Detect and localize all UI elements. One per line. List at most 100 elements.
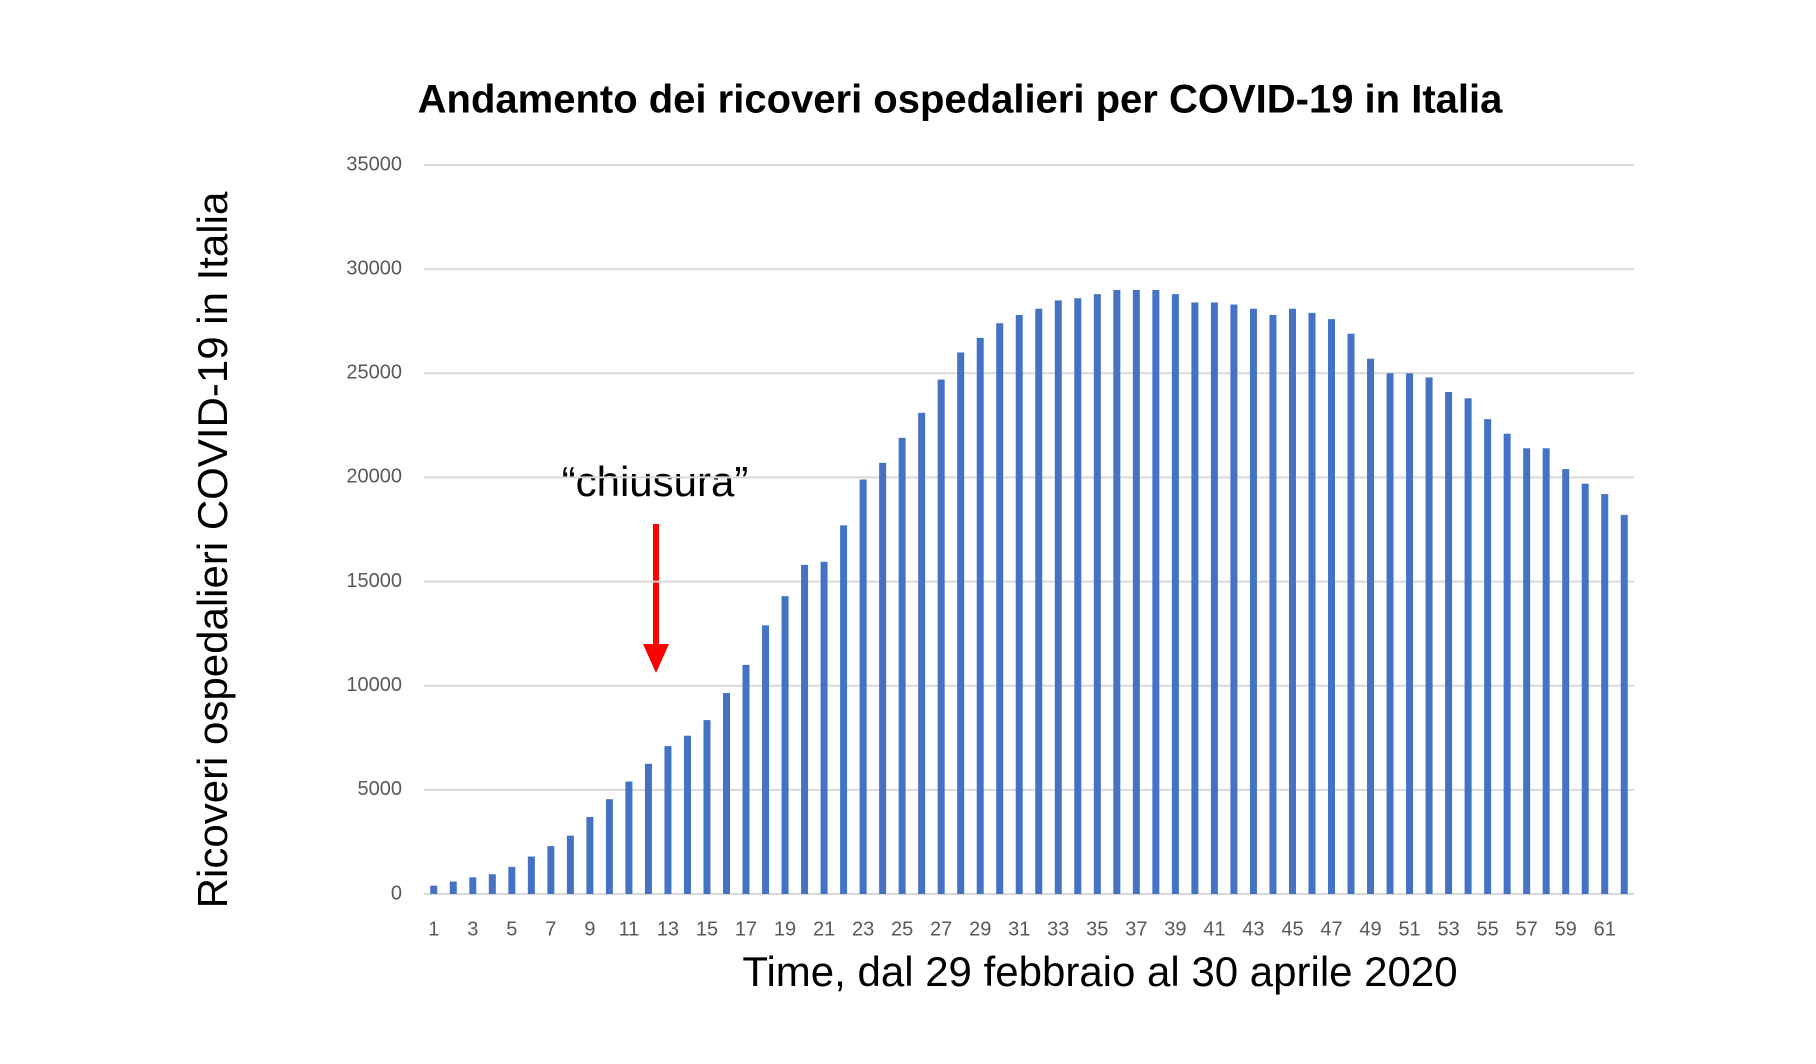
x-tick-label: 31 bbox=[1008, 918, 1030, 940]
x-tick-label: 27 bbox=[930, 918, 952, 940]
bar bbox=[1191, 302, 1199, 894]
bar bbox=[1367, 358, 1375, 895]
bar bbox=[1249, 308, 1257, 894]
bar bbox=[1347, 333, 1355, 894]
bar bbox=[937, 379, 945, 894]
bar bbox=[957, 352, 965, 894]
bar bbox=[508, 866, 516, 894]
bar bbox=[1074, 298, 1082, 894]
x-tick-label: 57 bbox=[1516, 918, 1538, 940]
x-tick-label: 55 bbox=[1477, 918, 1499, 940]
x-tick-label: 51 bbox=[1398, 918, 1420, 940]
bar bbox=[430, 885, 438, 894]
bar bbox=[1484, 419, 1492, 894]
bar bbox=[1562, 469, 1570, 894]
x-tick-label: 47 bbox=[1320, 918, 1342, 940]
x-axis-title: Time, dal 29 febbraio al 30 aprile 2020 bbox=[742, 948, 1457, 995]
bar bbox=[996, 323, 1004, 895]
bar bbox=[449, 881, 457, 894]
x-tick-label: 1 bbox=[428, 918, 439, 940]
x-tick-label: 17 bbox=[735, 918, 757, 940]
bar bbox=[1581, 483, 1589, 894]
bar bbox=[664, 746, 672, 894]
bar bbox=[1288, 308, 1296, 894]
bar bbox=[1093, 294, 1101, 894]
x-tick-label: 9 bbox=[584, 918, 595, 940]
y-tick-label: 15000 bbox=[346, 570, 402, 592]
bar bbox=[605, 799, 613, 894]
x-tick-label: 29 bbox=[969, 918, 991, 940]
bar bbox=[1308, 312, 1316, 895]
bar bbox=[859, 479, 867, 894]
x-tick-label: 39 bbox=[1164, 918, 1186, 940]
bar bbox=[1230, 304, 1238, 895]
bar bbox=[469, 877, 477, 894]
bar bbox=[1269, 314, 1277, 895]
bar bbox=[1210, 302, 1218, 894]
bar bbox=[1523, 448, 1531, 894]
bar bbox=[840, 525, 848, 894]
bar bbox=[820, 561, 828, 894]
x-tick-label: 11 bbox=[619, 918, 640, 940]
x-tick-label: 3 bbox=[467, 918, 478, 940]
y-tick-label: 10000 bbox=[346, 674, 402, 696]
x-tick-label: 23 bbox=[852, 918, 874, 940]
x-tick-label: 21 bbox=[813, 918, 835, 940]
bar bbox=[1406, 373, 1414, 894]
bar bbox=[879, 462, 887, 894]
bar bbox=[1445, 392, 1453, 894]
y-tick-label: 35000 bbox=[346, 153, 402, 175]
x-tick-label: 25 bbox=[891, 918, 913, 940]
bar bbox=[1171, 294, 1179, 894]
x-tick-label: 41 bbox=[1203, 918, 1225, 940]
chart-title: Andamento dei ricoveri ospedalieri per C… bbox=[418, 78, 1504, 122]
y-tick-label: 0 bbox=[391, 882, 402, 904]
bar bbox=[1328, 319, 1335, 894]
bar bbox=[1503, 433, 1511, 894]
x-tick-label: 61 bbox=[1594, 918, 1616, 940]
x-tick-label: 7 bbox=[545, 918, 556, 940]
bar bbox=[1425, 377, 1433, 894]
bar bbox=[898, 437, 906, 894]
bar bbox=[527, 856, 535, 894]
bar bbox=[566, 835, 574, 894]
bar bbox=[1620, 514, 1628, 894]
bar bbox=[703, 720, 711, 894]
bar bbox=[488, 874, 496, 894]
x-tick-label: 35 bbox=[1086, 918, 1108, 940]
bar bbox=[1035, 308, 1043, 894]
x-tick-label: 19 bbox=[774, 918, 796, 940]
x-tick-label: 37 bbox=[1125, 918, 1147, 940]
bar bbox=[586, 816, 594, 894]
y-tick-label: 5000 bbox=[358, 778, 403, 800]
bar bbox=[1601, 494, 1609, 894]
annotation: “chiusura” bbox=[562, 458, 749, 505]
y-tick-label: 25000 bbox=[346, 362, 402, 384]
x-tick-label: 45 bbox=[1281, 918, 1303, 940]
x-tick-label: 59 bbox=[1555, 918, 1577, 940]
bar bbox=[781, 596, 789, 894]
x-tick-label: 33 bbox=[1047, 918, 1069, 940]
bar bbox=[683, 735, 691, 894]
bar bbox=[1015, 314, 1023, 895]
bar bbox=[1113, 289, 1121, 894]
bar bbox=[547, 846, 555, 894]
x-tick-label: 5 bbox=[506, 918, 517, 940]
annotation-arrowhead bbox=[643, 644, 669, 673]
y-tick-label: 20000 bbox=[346, 466, 402, 488]
y-tick-label: 30000 bbox=[346, 257, 402, 279]
bar bbox=[1386, 373, 1394, 894]
bar bbox=[625, 781, 633, 894]
bar bbox=[644, 763, 652, 894]
bar bbox=[918, 412, 926, 894]
x-tick-label: 49 bbox=[1359, 918, 1381, 940]
bar bbox=[801, 564, 809, 894]
bar bbox=[1054, 300, 1062, 894]
x-tick-label: 15 bbox=[696, 918, 718, 940]
x-tick-label: 53 bbox=[1437, 918, 1459, 940]
bar bbox=[762, 625, 770, 894]
y-axis-title: Ricoveri ospedalieri COVID-19 in Italia bbox=[189, 191, 236, 908]
bar bbox=[742, 664, 750, 894]
bar bbox=[1464, 398, 1472, 894]
